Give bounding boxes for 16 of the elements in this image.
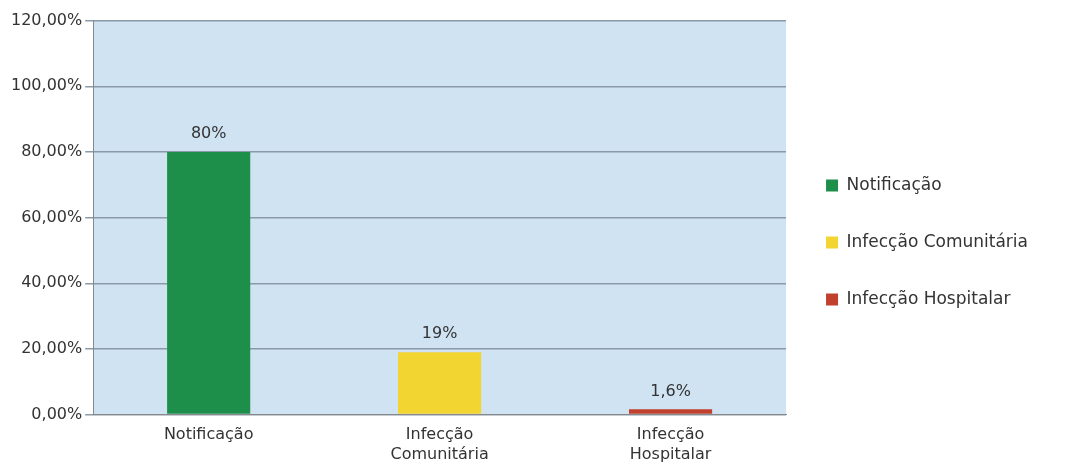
data-label: 1,6%: [650, 380, 691, 400]
y-tick-label: 100,00%: [11, 75, 83, 95]
legend-label: Notificação: [846, 173, 942, 194]
y-tick-label: 20,00%: [21, 338, 83, 358]
legend-label: Infecção Hospitalar: [846, 287, 1011, 308]
x-tick-label: Notificação: [163, 424, 254, 444]
y-tick-label: 0,00%: [31, 403, 83, 423]
y-tick-label: 60,00%: [21, 206, 83, 226]
y-tick-label: 40,00%: [21, 272, 83, 292]
legend-label: Infecção Comunitária: [846, 230, 1029, 251]
y-tick-label: 120,00%: [11, 9, 83, 29]
data-label: 19%: [421, 323, 458, 343]
data-label: 80%: [190, 123, 227, 143]
x-tick-label: Infecção Comunitária: [390, 424, 489, 463]
y-tick-label: 80,00%: [21, 141, 83, 161]
x-tick-label: Infecção Hospitalar: [629, 424, 712, 463]
